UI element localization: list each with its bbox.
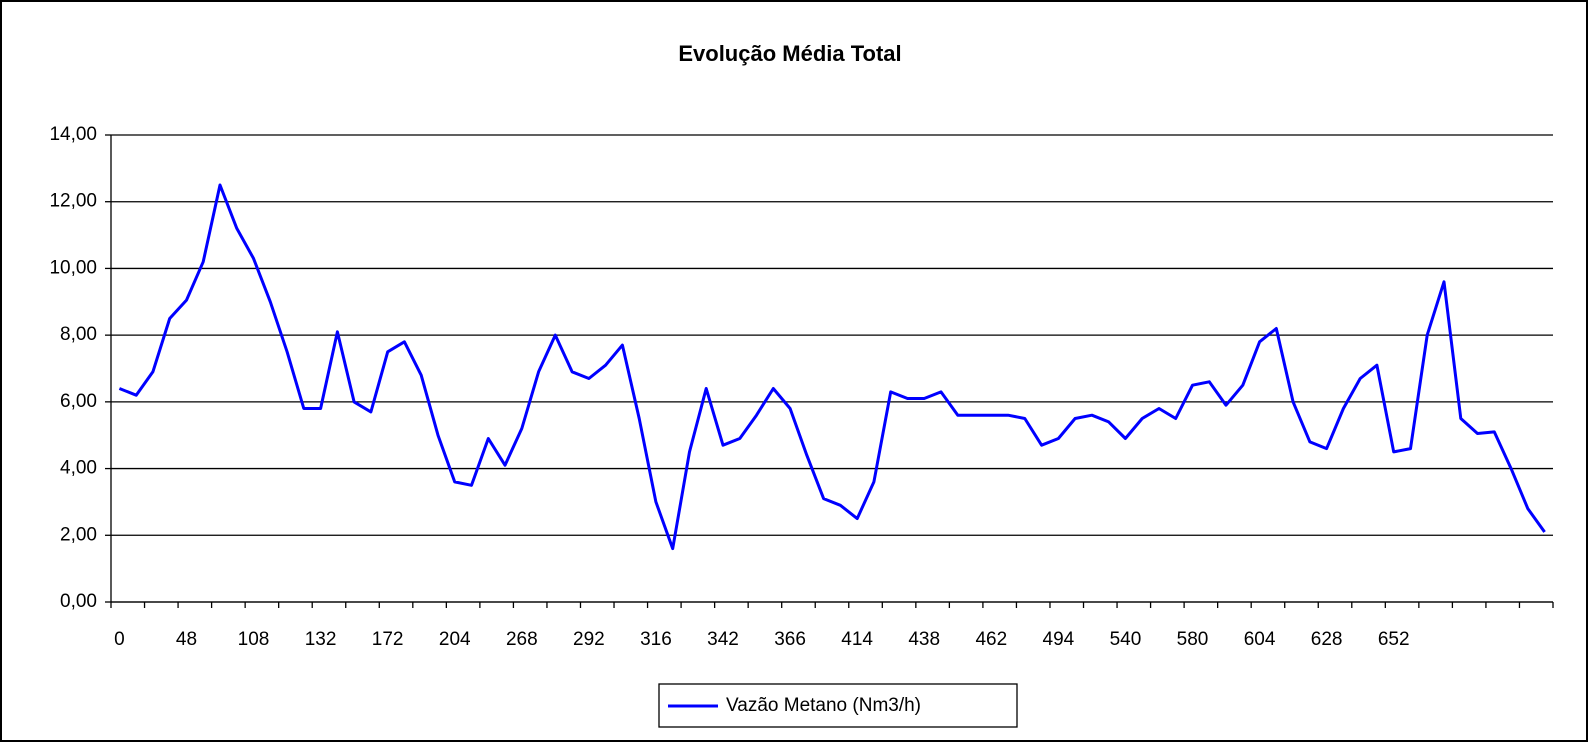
y-tick-label: 14,00 [49, 124, 97, 145]
x-tick-label: 342 [707, 629, 739, 650]
x-tick-label: 540 [1110, 629, 1142, 650]
y-tick-label: 0,00 [60, 591, 97, 612]
x-tick-label: 414 [841, 629, 873, 650]
x-tick-label: 0 [114, 629, 125, 650]
x-tick-label: 204 [439, 629, 471, 650]
y-tick-label: 10,00 [49, 257, 97, 278]
series-line [118, 183, 1546, 551]
x-tick-label: 268 [506, 629, 538, 650]
y-tick-label: 12,00 [49, 191, 97, 212]
x-tick-label: 652 [1378, 629, 1410, 650]
x-tick-label: 132 [305, 629, 337, 650]
x-tick-label: 628 [1311, 629, 1343, 650]
legend-label: Vazão Metano (Nm3/h) [726, 695, 921, 716]
x-tick-label: 108 [238, 629, 270, 650]
legend-box [658, 683, 1018, 728]
x-tick-label: 48 [176, 629, 197, 650]
x-tick-label: 316 [640, 629, 672, 650]
y-tick-label: 2,00 [60, 524, 97, 545]
y-tick-label: 8,00 [60, 324, 97, 345]
x-tick-label: 494 [1043, 629, 1075, 650]
x-tick-label: 462 [975, 629, 1007, 650]
x-tick-label: 172 [372, 629, 404, 650]
x-tick-label: 604 [1244, 629, 1276, 650]
x-tick-label: 580 [1177, 629, 1209, 650]
x-tick-label: 438 [908, 629, 940, 650]
x-tick-label: 292 [573, 629, 605, 650]
y-tick-label: 4,00 [60, 458, 97, 479]
x-tick-label: 366 [774, 629, 806, 650]
y-tick-label: 6,00 [60, 391, 97, 412]
chart-title: Evolução Média Total [678, 41, 901, 66]
